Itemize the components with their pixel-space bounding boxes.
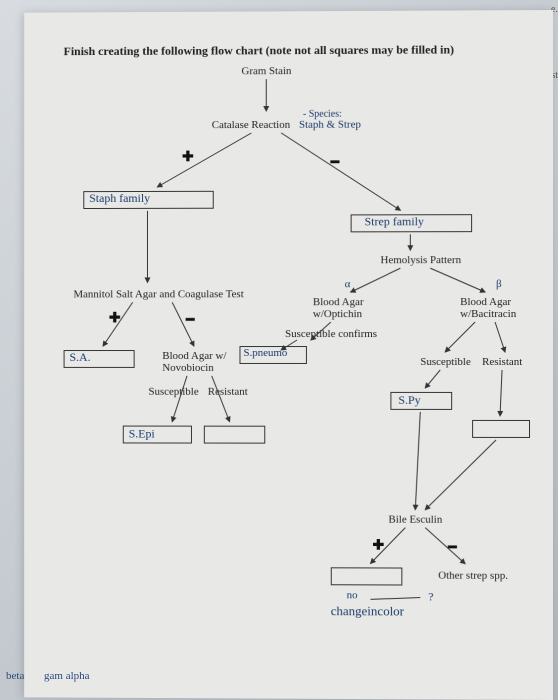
node-blood-bacitracin-2: w/Bacitracin: [460, 308, 516, 320]
minus-catalase: ━: [331, 155, 339, 172]
node-susc-2: Susceptible: [420, 356, 471, 368]
margin-beta: beta: [6, 670, 24, 682]
node-susc-1: Susceptible: [148, 386, 198, 398]
note-q: ?: [428, 590, 433, 605]
paper-page: Finish creating the following flow chart…: [24, 10, 553, 700]
node-catalase: Catalase Reaction: [212, 119, 290, 131]
note-change: changeincolor: [331, 603, 404, 619]
label-sepi: S.Epi: [129, 427, 155, 442]
node-susc-confirms: Susceptible confirms: [285, 328, 377, 340]
beta-label: β: [496, 278, 502, 290]
label-sa: S.A.: [69, 350, 90, 365]
node-blood-optichin-1: Blood Agar: [313, 296, 364, 308]
node-blood-novo-1: Blood Agar w/: [162, 350, 226, 362]
note-no: no: [347, 589, 358, 601]
node-blood-bacitracin-1: Blood Agar: [460, 296, 511, 308]
flowchart: Finish creating the following flow chart…: [24, 10, 553, 700]
margin-gam-alpha: gam alpha: [44, 670, 90, 682]
node-blood-optichin-2: w/Optichin: [313, 308, 362, 320]
node-blood-novo-2: Novobiocin: [162, 362, 213, 374]
page-title: Finish creating the following flow chart…: [64, 42, 454, 59]
box-empty-2: [472, 420, 530, 438]
plus-msa: ✚: [109, 310, 121, 327]
label-spy: S.Py: [398, 393, 420, 408]
box-empty-1: [204, 426, 265, 444]
label-spneumo: S.pneumo: [243, 347, 287, 359]
minus-bile: ━: [448, 540, 456, 557]
plus-catalase: ✚: [182, 149, 194, 166]
label-strep-family: Strep family: [365, 214, 424, 229]
alpha-label: α: [345, 278, 351, 290]
node-res-1: Resistant: [208, 386, 248, 398]
node-hemolysis: Hemolysis Pattern: [380, 254, 461, 266]
node-bile: Bile Esculin: [388, 514, 442, 526]
label-staph-family: Staph family: [89, 191, 150, 206]
plus-bile: ✚: [373, 538, 385, 555]
node-gram-stain: Gram Stain: [241, 65, 291, 77]
node-msa: Mannitol Salt Agar and Coagulase Test: [73, 288, 243, 300]
node-res-2: Resistant: [482, 356, 522, 368]
minus-msa: ━: [186, 312, 194, 329]
box-empty-3: [331, 567, 403, 585]
note-species-list: Staph & Strep: [299, 119, 361, 131]
node-other-strep: Other strep spp.: [438, 570, 508, 582]
